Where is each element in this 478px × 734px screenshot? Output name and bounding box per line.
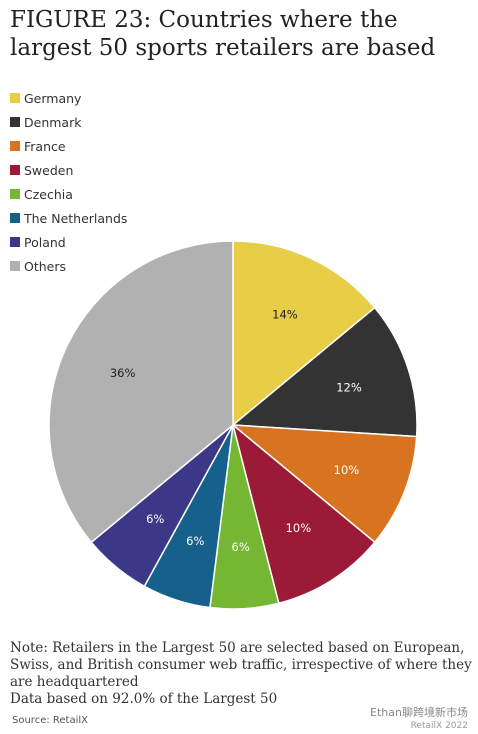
pie-data-label: 6% [232,540,250,554]
legend-label: Poland [24,234,66,250]
pie-slice-others [48,240,234,544]
pie-slice-germany [232,240,376,427]
pie-data-label: 6% [146,512,164,526]
legend-item: Poland [10,230,127,254]
legend-item: Sweden [10,158,127,182]
watermark-text: Ethan聊跨境新市场 [370,706,468,719]
legend-swatch [10,237,20,247]
legend-swatch [10,93,20,103]
pie-data-label: 14% [272,308,298,322]
legend-label: Sweden [24,162,74,178]
legend-swatch [10,141,20,151]
note-line-2: Data based on 92.0% of the Largest 50 [10,691,278,707]
pie-data-label: 10% [334,463,360,477]
chart-title: FIGURE 23: Countries where the largest 5… [10,7,436,61]
legend-label: Germany [24,90,82,106]
watermark-credit: RetailX 2022 [410,721,468,731]
pie-data-label: 10% [286,521,312,535]
legend-swatch [10,189,20,199]
legend-swatch [10,117,20,127]
legend-swatch [10,261,20,271]
note-line-1: Note: Retailers in the Largest 50 are se… [10,640,472,690]
chart-note: Note: Retailers in the Largest 50 are se… [10,640,472,708]
source-label: Source: RetailX [12,715,89,726]
watermark: Ethan聊跨境新市场 RetailX 2022 [370,707,468,732]
pie-slice-sweden [231,422,376,605]
legend-item: Germany [10,86,127,110]
pie-data-label: 12% [336,380,362,394]
legend-swatch [10,213,20,223]
pie-slice-denmark [231,306,418,438]
legend-label: Czechia [24,186,73,202]
legend-item: Others [10,254,127,278]
legend-label: Others [24,258,67,274]
legend-item: Czechia [10,182,127,206]
legend-label: The Netherlands [24,210,128,226]
legend-item: The Netherlands [10,206,127,230]
legend-label: France [24,138,66,154]
chart-legend: Germany Denmark France Sweden Czechia The Net… [10,86,127,278]
pie-slice-france [230,424,418,544]
pie-data-label: 6% [186,534,204,548]
legend-item: France [10,134,127,158]
legend-item: Denmark [10,110,127,134]
legend-label: Denmark [24,114,82,130]
legend-swatch [10,165,20,175]
pie-data-label: 36% [110,366,136,380]
